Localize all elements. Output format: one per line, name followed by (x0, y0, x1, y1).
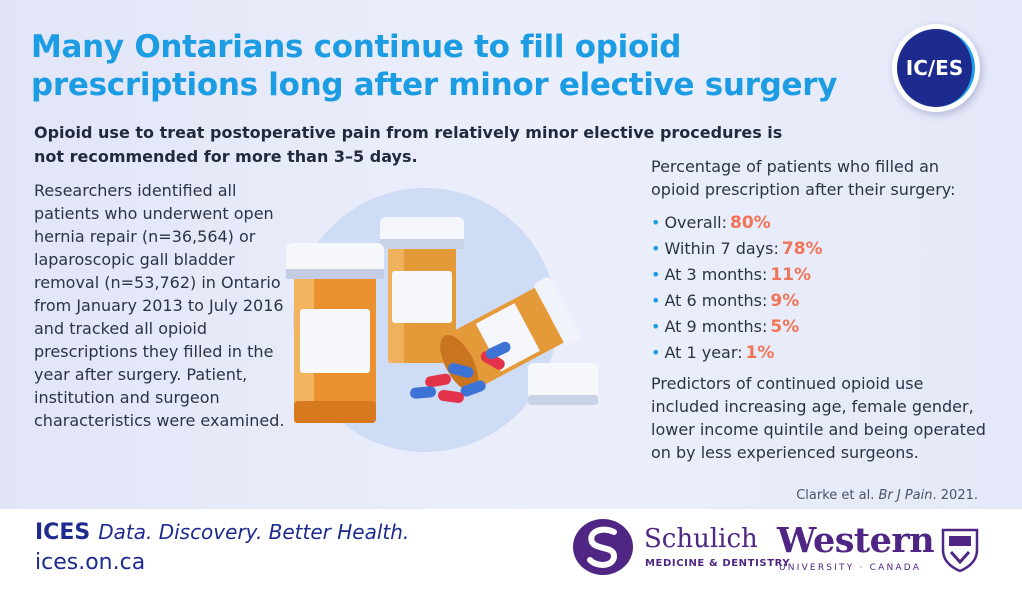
stat-label: Within 7 days: (664, 239, 779, 258)
footer-brand-name: ICES (35, 520, 91, 545)
stat-value: 80% (730, 213, 771, 233)
western-crest-icon (941, 528, 979, 572)
citation: Clarke et al. Br J Pain. 2021. (796, 488, 978, 503)
schulich-logo-icon (573, 519, 633, 575)
western-subtitle: UNIVERSITY · CANADA (779, 563, 922, 573)
stat-item-6-months: • At 6 months: 9% (651, 291, 800, 311)
citation-year: . 2021. (932, 488, 978, 503)
footer-tagline: Data. Discovery. Better Health. (98, 520, 410, 544)
footer-brand: ICES Data. Discovery. Better Health. (35, 520, 409, 545)
stat-label: At 6 months: (664, 291, 768, 310)
stat-value: 9% (770, 291, 800, 311)
citation-journal: Br J Pain (878, 488, 933, 503)
study-description: Researchers identified all patients who … (34, 181, 285, 430)
stat-label: At 9 months: (664, 317, 768, 336)
predictors-text: Predictors of continued opioid use inclu… (651, 374, 986, 462)
ices-logo-badge: IC/ES (892, 24, 980, 112)
footer-url-link[interactable]: ices.on.ca (35, 550, 146, 575)
stats-list: • Overall: 80% • Within 7 days: 78% • At 3 mo… (651, 210, 823, 366)
ices-logo-text: IC/ES (897, 29, 975, 107)
infographic-panel: Many Ontarians continue to fill opioid p… (0, 0, 1022, 509)
stat-item-9-months: • At 9 months: 5% (651, 317, 800, 337)
stats-heading: Percentage of patients who filled an opi… (651, 157, 956, 199)
western-name: Western (777, 520, 935, 561)
citation-authors: Clarke et al. (796, 488, 875, 503)
schulich-name: Schulich (644, 524, 758, 554)
stat-item-overall: • Overall: 80% (651, 213, 771, 233)
stat-label: At 3 months: (664, 265, 768, 284)
stat-value: 11% (770, 265, 812, 285)
page-title: Many Ontarians continue to fill opioid p… (31, 29, 838, 103)
stat-label: At 1 year: (664, 343, 743, 362)
stat-value: 5% (770, 317, 800, 337)
schulich-subtitle: MEDICINE & DENTISTRY (645, 558, 791, 569)
stat-value: 78% (781, 239, 823, 259)
stat-item-7-days: • Within 7 days: 78% (651, 239, 823, 259)
subtitle: Opioid use to treat postoperative pain f… (34, 123, 783, 166)
stat-label: Overall: (664, 213, 728, 232)
stat-item-3-months: • At 3 months: 11% (651, 265, 812, 285)
pill-bottles-illustration (286, 217, 598, 423)
stat-value: 1% (745, 343, 775, 363)
stat-item-1-year: • At 1 year: 1% (651, 343, 775, 363)
